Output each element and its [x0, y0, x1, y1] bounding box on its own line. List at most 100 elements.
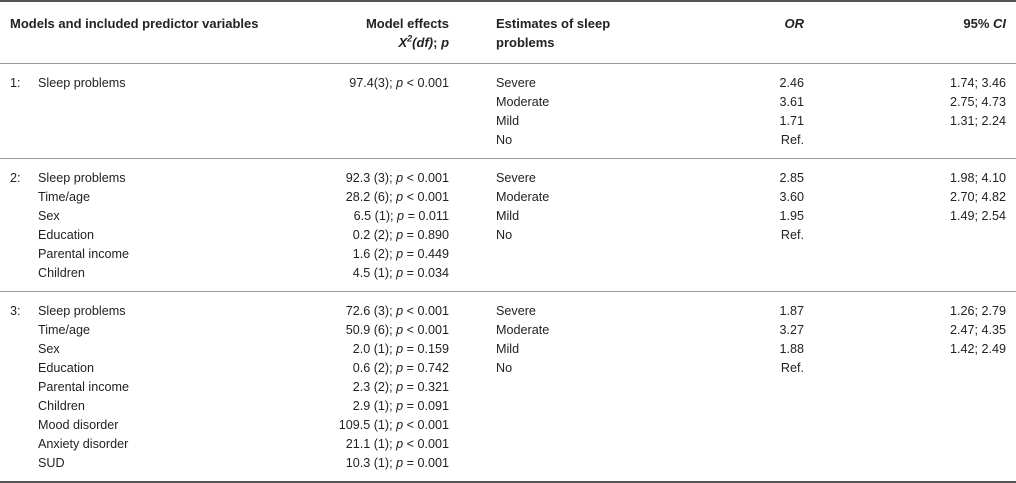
- odds-ratio: 3.61: [779, 95, 805, 109]
- confidence-interval: [804, 454, 1016, 483]
- model-effect: [287, 112, 449, 131]
- table-row: Anxiety disorder 21.1 (1); p < 0.001: [0, 435, 1016, 454]
- table-row: No Ref.: [0, 131, 1016, 159]
- table-row: Time/age 50.9 (6); p < 0.001 Moderate 3.27 2…: [0, 321, 1016, 340]
- odds-ratio: 1.95: [779, 209, 805, 223]
- estimate-level: Mild: [496, 342, 520, 356]
- estimate-level: Moderate: [496, 95, 550, 109]
- spacer: [449, 112, 496, 131]
- spacer: [449, 378, 496, 397]
- spacer: [449, 93, 496, 112]
- odds-ratio: [646, 264, 805, 292]
- model-effect: 109.5 (1); p < 0.001: [338, 418, 450, 432]
- predictor-name: Education: [38, 228, 95, 242]
- model-number: 2:: [10, 171, 21, 185]
- model-effect: 0.6 (2); p = 0.742: [352, 361, 450, 375]
- odds-ratio: [646, 397, 804, 416]
- odds-ratio: Ref.: [780, 228, 805, 242]
- table-row: Parental income 1.6 (2); p = 0.449: [0, 245, 1016, 264]
- confidence-interval: 1.26; 2.79: [949, 304, 1007, 318]
- table-row: Mild 1.71 1.31; 2.24: [0, 112, 1016, 131]
- odds-ratio: 3.60: [779, 190, 805, 204]
- model-effect: [287, 131, 450, 159]
- odds-ratio: 2.46: [779, 76, 805, 90]
- model-number: [0, 226, 32, 245]
- predictor-name: Parental income: [38, 247, 130, 261]
- estimate-level: [496, 435, 646, 454]
- header-or: OR: [646, 0, 805, 64]
- table-row: Time/age 28.2 (6); p < 0.001 Moderate 3.60 2…: [0, 188, 1016, 207]
- table-row: Sex 2.0 (1); p = 0.159 Mild 1.88 1.42; 2.49: [0, 340, 1016, 359]
- estimate-level: Moderate: [496, 190, 550, 204]
- model-number: [0, 454, 32, 483]
- estimate-level: Severe: [496, 76, 536, 90]
- predictor-name: [32, 93, 287, 112]
- odds-ratio: [646, 245, 804, 264]
- predictor-name: Children: [38, 399, 85, 413]
- model-effect: 6.5 (1); p = 0.011: [353, 209, 450, 223]
- estimate-level: No: [496, 228, 513, 242]
- spacer: [449, 159, 496, 189]
- estimate-level: [496, 378, 646, 397]
- predictor-name: Time/age: [38, 323, 91, 337]
- predictor-name: Sleep problems: [38, 171, 126, 185]
- spacer: [449, 454, 497, 483]
- model-number: [0, 359, 32, 378]
- header-model-effects: Model effects X2(df); p: [287, 0, 450, 64]
- estimate-level: [496, 245, 646, 264]
- odds-ratio: [646, 454, 805, 483]
- spacer: [449, 435, 496, 454]
- estimate-level: No: [496, 361, 513, 375]
- predictor-name: Parental income: [38, 380, 130, 394]
- confidence-interval: 1.31; 2.24: [949, 114, 1007, 128]
- estimate-level: Severe: [496, 171, 536, 185]
- confidence-interval: [804, 226, 1016, 245]
- predictor-name: Sleep problems: [38, 76, 126, 90]
- estimate-level: [496, 264, 647, 292]
- confidence-interval: 1.49; 2.54: [949, 209, 1007, 223]
- estimate-level: Moderate: [496, 323, 550, 337]
- odds-ratio: 1.88: [779, 342, 805, 356]
- confidence-interval: 2.47; 4.35: [949, 323, 1007, 337]
- spacer: [449, 188, 496, 207]
- odds-ratio: Ref.: [780, 361, 805, 375]
- predictor-name: Education: [38, 361, 95, 375]
- confidence-interval: 2.70; 4.82: [949, 190, 1007, 204]
- model-effect: 2.9 (1); p = 0.091: [352, 399, 450, 413]
- odds-ratio: [646, 416, 804, 435]
- predictor-name: SUD: [32, 454, 288, 483]
- predictor-name: [32, 131, 288, 159]
- model-number: [0, 416, 32, 435]
- model-effect: 97.4(3); p < 0.001: [349, 76, 450, 90]
- spacer: [449, 245, 496, 264]
- odds-ratio: 1.71: [779, 114, 805, 128]
- confidence-interval: 1.42; 2.49: [949, 342, 1007, 356]
- table-row: Moderate 3.61 2.75; 4.73: [0, 93, 1016, 112]
- spacer: [449, 64, 496, 94]
- spacer: [449, 131, 497, 159]
- predictor-name: Anxiety disorder: [38, 437, 129, 451]
- spacer: [449, 264, 497, 292]
- model-number: [0, 131, 32, 159]
- model-effect: 10.3 (1); p = 0.001: [287, 454, 450, 483]
- table-row: Sex 6.5 (1); p = 0.011 Mild 1.95 1.49; 2.54: [0, 207, 1016, 226]
- table-row: 2: Sleep problems 92.3 (3); p < 0.001 Sever…: [0, 159, 1016, 189]
- confidence-interval: [804, 435, 1016, 454]
- model-number: [0, 188, 32, 207]
- model-effect: 0.2 (2); p = 0.890: [352, 228, 450, 242]
- odds-ratio: Ref.: [646, 131, 805, 159]
- confidence-interval: [804, 378, 1016, 397]
- predictor-name: Mood disorder: [38, 418, 119, 432]
- model-number: 3:: [10, 304, 21, 318]
- model-number: [0, 93, 32, 112]
- header-models: Models and included predictor variables: [0, 0, 288, 64]
- predictor-name: Sex: [38, 342, 60, 356]
- model-effect: 1.6 (2); p = 0.449: [352, 247, 450, 261]
- model-number: [0, 264, 32, 292]
- table-row: 3: Sleep problems 72.6 (3); p < 0.001 Sever…: [0, 292, 1016, 322]
- confidence-interval: [804, 264, 1016, 292]
- estimate-level: Mild: [496, 114, 520, 128]
- model-effect: 92.3 (3); p < 0.001: [345, 171, 450, 185]
- header-estimates: Estimates of sleep problems: [496, 0, 647, 64]
- confidence-interval: [804, 245, 1016, 264]
